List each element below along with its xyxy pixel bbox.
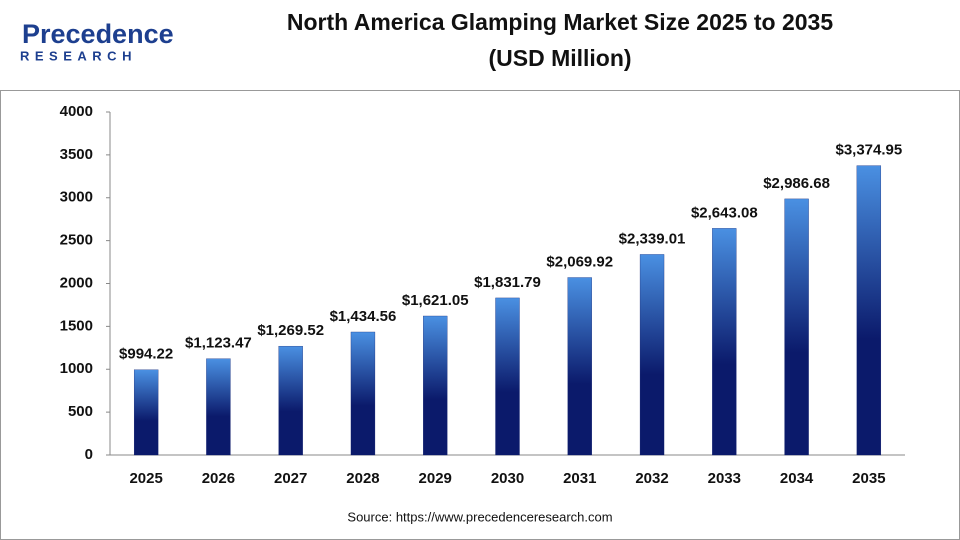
y-tick-label: 4000: [60, 103, 93, 120]
bar: [567, 277, 592, 456]
bar: [639, 254, 665, 456]
value-label: $1,269.52: [257, 322, 324, 339]
value-label: $1,434.56: [330, 308, 397, 325]
y-tick-label: 0: [85, 446, 93, 463]
x-tick-label: 2027: [274, 470, 307, 487]
y-tick-label: 2000: [60, 274, 93, 291]
x-tick-label: 2025: [129, 470, 162, 487]
value-label: $994.22: [119, 346, 173, 363]
chart-title: North America Glamping Market Size 2025 …: [287, 9, 833, 35]
value-label: $1,621.05: [402, 292, 469, 309]
x-tick-label: 2029: [419, 470, 452, 487]
bar: [278, 345, 303, 456]
y-tick-label: 1500: [60, 317, 93, 334]
x-tick-label: 2026: [202, 470, 235, 487]
x-tick-label: 2035: [852, 470, 885, 487]
bar: [133, 369, 159, 456]
x-tick-label: 2030: [491, 470, 524, 487]
x-tick-label: 2028: [346, 470, 379, 487]
bar: [423, 315, 448, 456]
y-tick-label: 500: [68, 403, 93, 420]
y-tick-label: 3000: [60, 189, 93, 206]
x-tick-label: 2031: [563, 470, 596, 487]
bar: [784, 198, 809, 456]
value-label: $3,374.95: [835, 142, 902, 159]
x-tick-label: 2032: [635, 470, 668, 487]
value-label: $1,831.79: [474, 274, 541, 291]
value-label: $2,986.68: [763, 175, 830, 192]
y-tick-label: 1000: [60, 360, 93, 377]
bar: [350, 331, 376, 456]
value-label: $2,643.08: [691, 204, 758, 221]
source: Source: https://www.precedenceresearch.c…: [347, 509, 612, 524]
chart-subtitle: (USD Million): [488, 45, 631, 71]
value-label: $1,123.47: [185, 335, 252, 352]
y-tick-label: 2500: [60, 232, 93, 249]
logo-tagline: RESEARCH: [20, 48, 137, 63]
bar: [495, 297, 520, 456]
x-tick-label: 2034: [780, 470, 814, 487]
value-label: $2,339.01: [619, 230, 686, 247]
logo-name: Precedence: [22, 19, 174, 49]
x-tick-label: 2033: [708, 470, 741, 487]
y-tick-label: 3500: [60, 146, 93, 163]
bar: [712, 228, 737, 456]
bar: [856, 165, 882, 456]
value-label: $2,069.92: [546, 253, 613, 270]
bar: [206, 358, 231, 456]
